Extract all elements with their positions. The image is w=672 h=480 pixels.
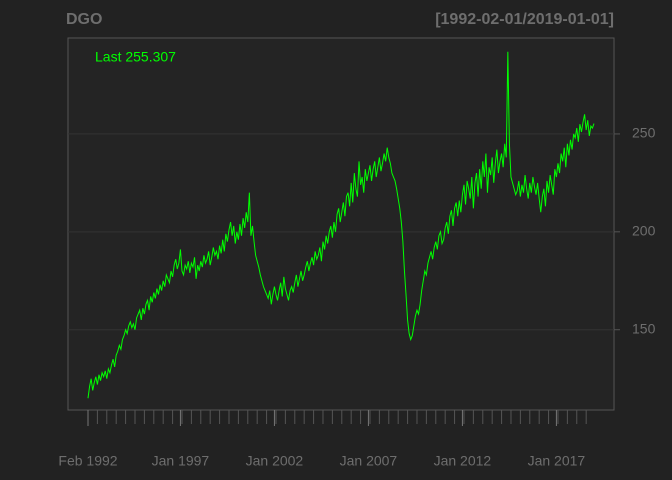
x-tick-label: Jan 2012 [434,453,492,469]
x-tick-label: Jan 2002 [246,453,304,469]
x-tick-label: Jan 1997 [152,453,210,469]
chart-title: DGO [66,11,102,28]
x-tick-label: Jan 2007 [340,453,398,469]
y-tick-label: 250 [632,125,656,141]
chart-subtitle: [1992-02-01/2019-01-01] [435,11,614,28]
last-label: Last 255.307 [95,49,176,65]
y-tick-label: 150 [632,320,656,336]
plot-area [67,37,615,411]
y-tick-label: 200 [632,223,656,239]
series-line [87,51,595,399]
x-tick-label: Feb 1992 [58,453,117,469]
x-tick-label: Jan 2017 [528,453,586,469]
